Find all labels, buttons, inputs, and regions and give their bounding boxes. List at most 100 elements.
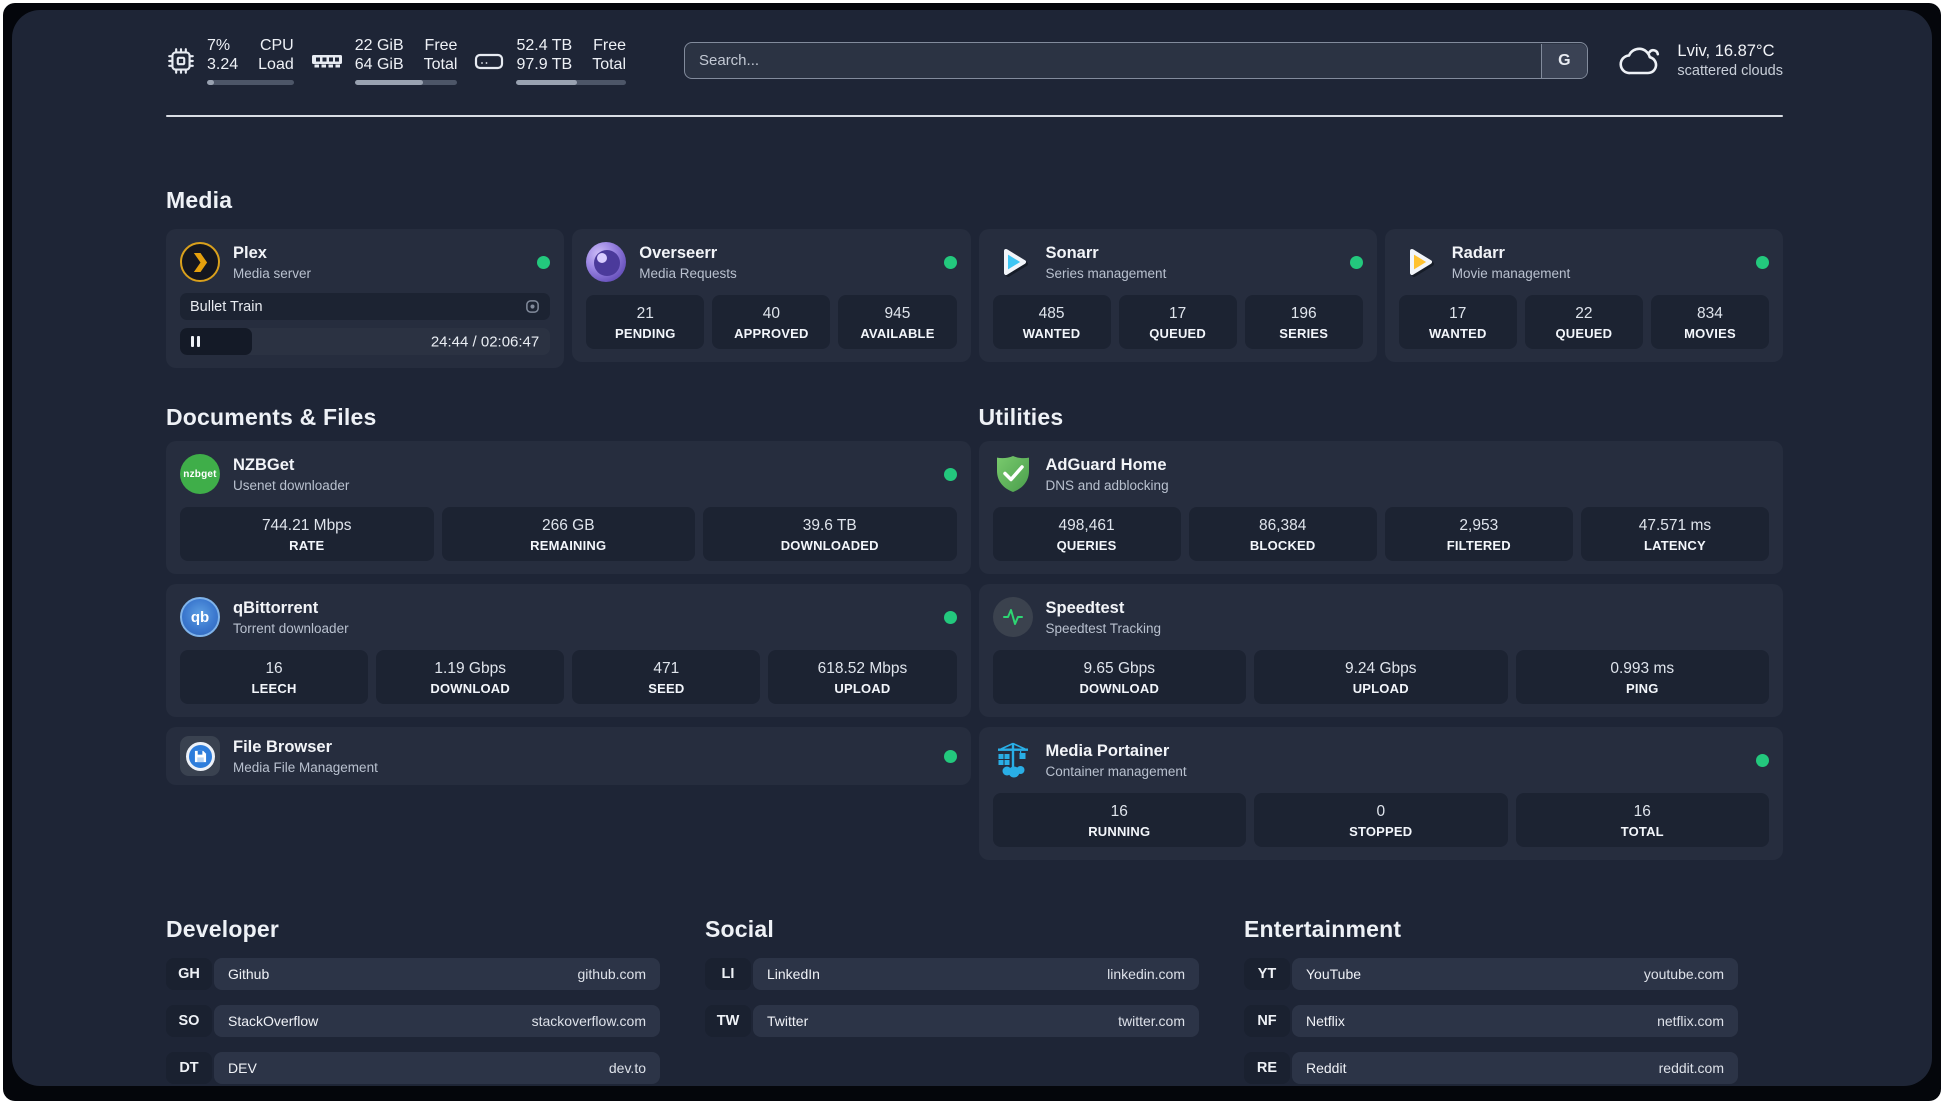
radarr-stats: 17 WANTED 22 QUEUED 834 MOVIES <box>1398 295 1769 349</box>
weather-location: Lviv, 16.87°C <box>1677 42 1775 60</box>
memory-free-value: 22 GiB <box>354 37 404 54</box>
overseerr-icon <box>586 242 627 282</box>
stat-box: 9.65 Gbps DOWNLOAD <box>992 650 1246 704</box>
app-title: Overseerr <box>639 243 718 262</box>
stat-box: 744.21 Mbps RATE <box>180 507 434 561</box>
floppy-icon <box>194 750 206 762</box>
stat-box: 17 WANTED <box>1398 295 1517 349</box>
portainer-stats: 16 RUNNING 0 STOPPED 16 TOTAL <box>992 793 1769 847</box>
storage-total-label: Total <box>592 56 626 73</box>
storage-total-value: 97.9 TB <box>516 56 573 73</box>
qbittorrent-icon: qb <box>180 597 220 637</box>
search-input[interactable] <box>684 42 1589 79</box>
header-divider <box>166 115 1783 117</box>
bookmark-abbr: SO <box>166 1005 212 1037</box>
bookmark-reddit[interactable]: RE Reddit reddit.com <box>1244 1052 1738 1084</box>
cpu-percent: 7% <box>207 37 231 54</box>
app-title: Radarr <box>1451 243 1505 262</box>
app-card-speedtest[interactable]: Speedtest Speedtest Tracking 9.65 Gbps DO… <box>978 584 1783 717</box>
playback-elapsed-bar <box>180 328 253 355</box>
stat-box: 498,461 QUERIES <box>992 507 1181 561</box>
bookmark-name: Reddit <box>1306 1060 1347 1076</box>
section-title-utilities: Utilities <box>978 404 1064 430</box>
bookmark-netflix[interactable]: NF Netflix netflix.com <box>1244 1005 1738 1037</box>
memory-total-label: Total <box>423 56 458 73</box>
stat-box: 196 SERIES <box>1244 295 1363 349</box>
bookmark-youtube[interactable]: YT YouTube youtube.com <box>1244 958 1738 990</box>
app-card-overseerr[interactable]: Overseerr Media Requests 21 PENDING 40 APP… <box>572 229 971 362</box>
stat-box: 471 SEED <box>572 650 761 704</box>
app-subtitle: Series management <box>1045 265 1167 281</box>
social-links-section: Social LI LinkedIn linkedin.com TW Twitte… <box>705 916 1199 1084</box>
app-card-nzbget[interactable]: nzbget NZBGet Usenet downloader 744.21 M… <box>166 441 971 574</box>
app-title: Speedtest <box>1045 598 1125 617</box>
section-title-entertainment: Entertainment <box>1244 916 1402 942</box>
nzbget-stats: 744.21 Mbps RATE 266 GB REMAINING 39.6 TB D… <box>180 507 957 561</box>
app-subtitle: Torrent downloader <box>233 620 349 636</box>
session-info-icon[interactable] <box>525 299 540 314</box>
bookmark-twitter[interactable]: TW Twitter twitter.com <box>705 1005 1199 1037</box>
speedtest-icon <box>992 597 1033 637</box>
overseerr-stats: 21 PENDING 40 APPROVED 945 AVAILABLE <box>586 295 957 349</box>
stat-box: 47.571 ms LATENCY <box>1580 507 1769 561</box>
cpu-label: CPU <box>259 37 294 54</box>
app-card-qbittorrent[interactable]: qb qBittorrent Torrent downloader 16 LEEC… <box>166 584 971 717</box>
bookmark-dev[interactable]: DT DEV dev.to <box>166 1052 660 1084</box>
memory-stat: 22 GiB 64 GiB Free Total <box>310 36 458 85</box>
stat-box: 21 PENDING <box>586 295 705 349</box>
cpu-progressbar <box>207 80 294 85</box>
status-dot <box>943 255 957 269</box>
section-title-developer: Developer <box>166 916 280 942</box>
dashboard-panel: 7% 3.24 CPU Load <box>12 10 1932 1086</box>
portainer-icon <box>993 740 1033 780</box>
app-card-sonarr[interactable]: Sonarr Series management 485 WANTED 17 QUE… <box>978 229 1377 362</box>
app-card-plex[interactable]: Plex Media server Bullet Train 24:44 / 0… <box>166 229 565 368</box>
app-card-radarr[interactable]: Radarr Movie management 17 WANTED 22 QUEUE… <box>1384 229 1783 362</box>
bookmark-url: dev.to <box>608 1060 646 1076</box>
memory-total-value: 64 GiB <box>354 56 404 73</box>
bookmark-abbr: RE <box>1244 1052 1290 1084</box>
bookmark-abbr: LI <box>705 958 751 990</box>
ram-icon <box>311 54 342 67</box>
bookmark-url: youtube.com <box>1643 966 1724 982</box>
documents-column: Documents & Files nzbget NZBGet Usenet d… <box>166 404 971 785</box>
stat-box: 22 QUEUED <box>1524 295 1643 349</box>
app-card-filebrowser[interactable]: File Browser Media File Management <box>166 727 971 785</box>
bookmark-github[interactable]: GH Github github.com <box>166 958 660 990</box>
storage-stat: 52.4 TB 97.9 TB Free Total <box>473 36 626 85</box>
stat-box: 16 RUNNING <box>992 793 1246 847</box>
bookmark-name: StackOverflow <box>228 1013 319 1029</box>
weather-widget: Lviv, 16.87°C scattered clouds <box>1618 41 1783 80</box>
bookmark-stackoverflow[interactable]: SO StackOverflow stackoverflow.com <box>166 1005 660 1037</box>
stat-box: 485 WANTED <box>992 295 1111 349</box>
search-engine-button[interactable]: G <box>1540 43 1587 78</box>
bookmark-url: netflix.com <box>1657 1013 1724 1029</box>
stat-box: 86,384 BLOCKED <box>1188 507 1377 561</box>
app-subtitle: Usenet downloader <box>233 477 350 493</box>
app-subtitle: Media File Management <box>233 759 378 775</box>
stat-box: 40 APPROVED <box>712 295 831 349</box>
status-dot <box>537 255 551 269</box>
bookmark-name: Twitter <box>767 1013 809 1029</box>
cpu-progress-fill <box>207 80 214 85</box>
app-title: qBittorrent <box>233 598 319 617</box>
app-card-adguard[interactable]: AdGuard Home DNS and adblocking 498,461 Q… <box>978 441 1783 574</box>
stat-box: 39.6 TB DOWNLOADED <box>703 507 957 561</box>
search-bar: G <box>684 42 1589 79</box>
bookmark-abbr: GH <box>166 958 212 990</box>
plex-playback-progress: 24:44 / 02:06:47 <box>180 328 551 355</box>
cpu-load-label: Load <box>258 56 294 73</box>
bookmark-name: DEV <box>228 1060 257 1076</box>
bookmark-url: github.com <box>577 966 646 982</box>
storage-progressbar <box>516 80 626 85</box>
app-subtitle: DNS and adblocking <box>1045 477 1169 493</box>
sonarr-icon <box>993 242 1033 282</box>
app-title: AdGuard Home <box>1045 455 1167 474</box>
app-subtitle: Container management <box>1045 763 1187 779</box>
entertainment-links-section: Entertainment YT YouTube youtube.com NF N… <box>1244 916 1738 1084</box>
bookmark-url: reddit.com <box>1658 1060 1724 1076</box>
bookmark-linkedin[interactable]: LI LinkedIn linkedin.com <box>705 958 1199 990</box>
app-card-portainer[interactable]: Media Portainer Container management 16 R… <box>978 727 1783 860</box>
utilities-column: Utilities AdGuard Home DNS and adblockin… <box>978 404 1783 860</box>
